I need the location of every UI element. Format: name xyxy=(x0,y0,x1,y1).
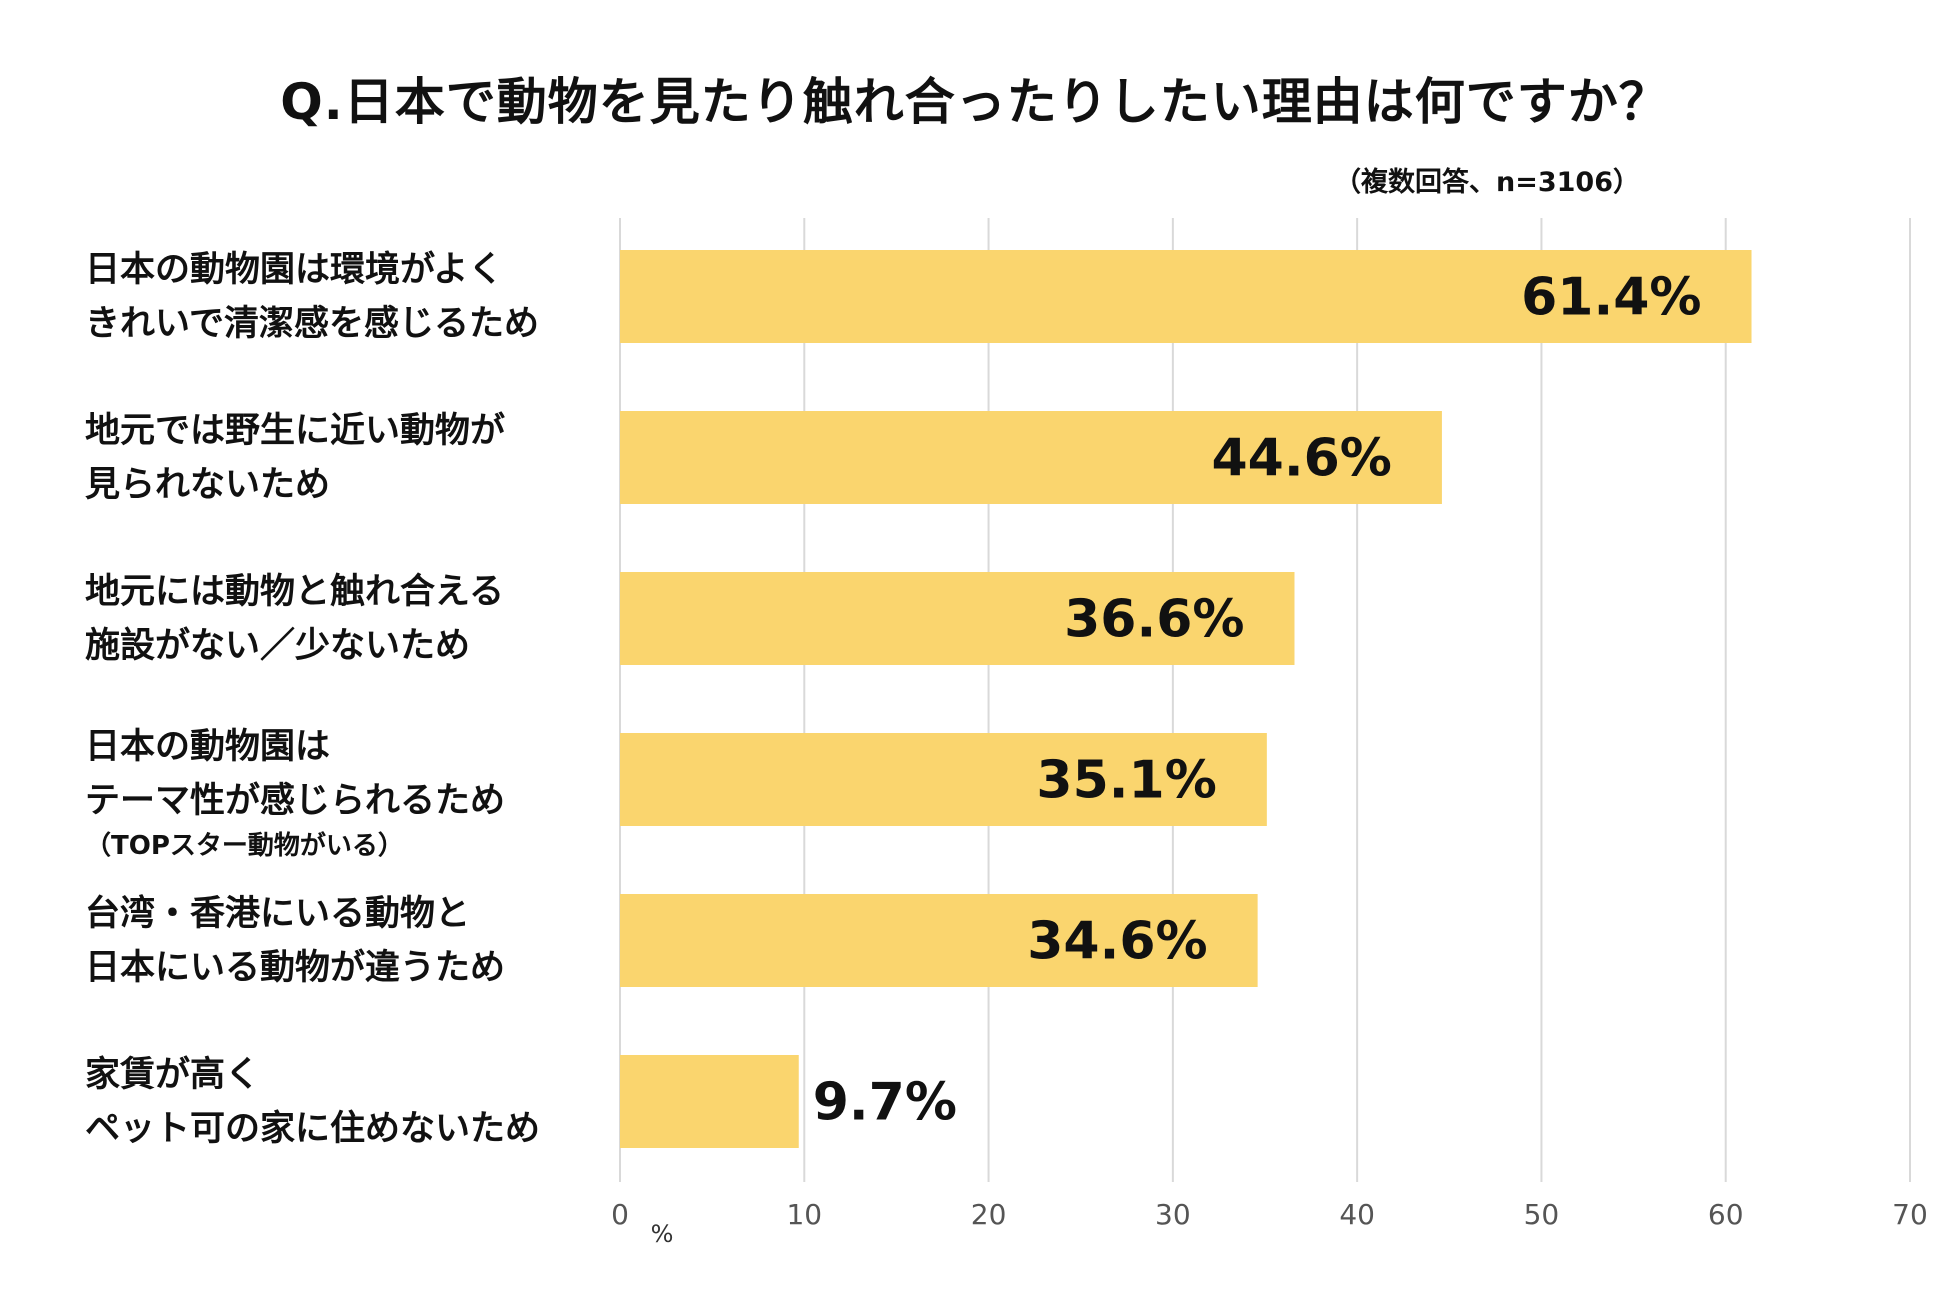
category-label-line: 日本にいる動物が違うため xyxy=(85,947,506,988)
value-labels: 61.4% 44.6% 36.6% 35.1% 34.6% 9.7% xyxy=(813,268,1702,1133)
category-label-line: 家賃が高く xyxy=(85,1054,261,1095)
category-label: 日本の動物園は環境がよく きれいで清潔感を感じるため xyxy=(85,243,615,351)
bar xyxy=(620,572,1295,665)
x-axis-ticks: 0 10 20 30 40 50 60 70% xyxy=(611,1198,1928,1248)
category-label-line: 日本の動物園は xyxy=(85,726,331,767)
x-tick-label: 10 xyxy=(786,1198,822,1231)
category-label-line: 地元には動物と触れ合える xyxy=(85,571,504,612)
category-label: 地元には動物と触れ合える 施設がない／少ないため xyxy=(85,565,615,673)
bars xyxy=(620,250,1752,1148)
grid-lines xyxy=(619,218,1911,1182)
category-label-line: 施設がない／少ないため xyxy=(85,625,471,666)
bar xyxy=(620,733,1267,826)
category-label-line: テーマ性が感じられるため xyxy=(85,780,506,821)
bar-value-label: 35.1% xyxy=(1036,751,1216,811)
category-label-line: 台湾・香港にいる動物と xyxy=(85,893,471,934)
bar xyxy=(620,250,1752,343)
category-label-line: 日本の動物園は環境がよく xyxy=(85,249,504,290)
category-label-line: 見られないため xyxy=(85,464,331,505)
x-tick-label: 60 xyxy=(1708,1198,1744,1231)
bar-value-label: 9.7% xyxy=(813,1073,957,1133)
category-label: 地元では野生に近い動物が 見られないため xyxy=(85,404,615,512)
bar xyxy=(620,894,1258,987)
x-tick-label: 0 xyxy=(611,1198,629,1231)
category-label-note: （TOPスター動物がいる） xyxy=(85,830,404,861)
category-label-line: ペット可の家に住めないため xyxy=(85,1108,541,1149)
x-tick-label: 20 xyxy=(971,1198,1007,1231)
category-label-line: 地元では野生に近い動物が xyxy=(85,410,506,451)
chart-subtitle: （複数回答、n=3106） xyxy=(1334,167,1640,198)
category-label: 日本の動物園はテーマ性が感じられるため （TOPスター動物がいる） xyxy=(85,720,615,864)
x-tick-label: 30 xyxy=(1155,1198,1191,1231)
bar-value-label: 44.6% xyxy=(1212,429,1392,489)
x-tick-label: 70 xyxy=(1892,1198,1928,1231)
category-label: 家賃が高くペット可の家に住めないため xyxy=(85,1048,615,1156)
chart-title: Q.日本で動物を見たり触れ合ったりしたい理由は何ですか？ xyxy=(280,73,1670,131)
x-tick-label: 50 xyxy=(1524,1198,1560,1231)
x-tick-label: 40 xyxy=(1339,1198,1375,1231)
bar-value-label: 34.6% xyxy=(1027,912,1207,972)
x-axis-unit: % xyxy=(651,1220,674,1248)
category-label: 台湾・香港にいる動物と 日本にいる動物が違うため xyxy=(85,887,615,995)
bar xyxy=(620,411,1442,504)
bar xyxy=(620,1055,799,1148)
bar-value-label: 36.6% xyxy=(1064,590,1244,650)
category-label-line: きれいで清潔感を感じるため xyxy=(85,303,539,344)
bar-value-label: 61.4% xyxy=(1521,268,1701,328)
